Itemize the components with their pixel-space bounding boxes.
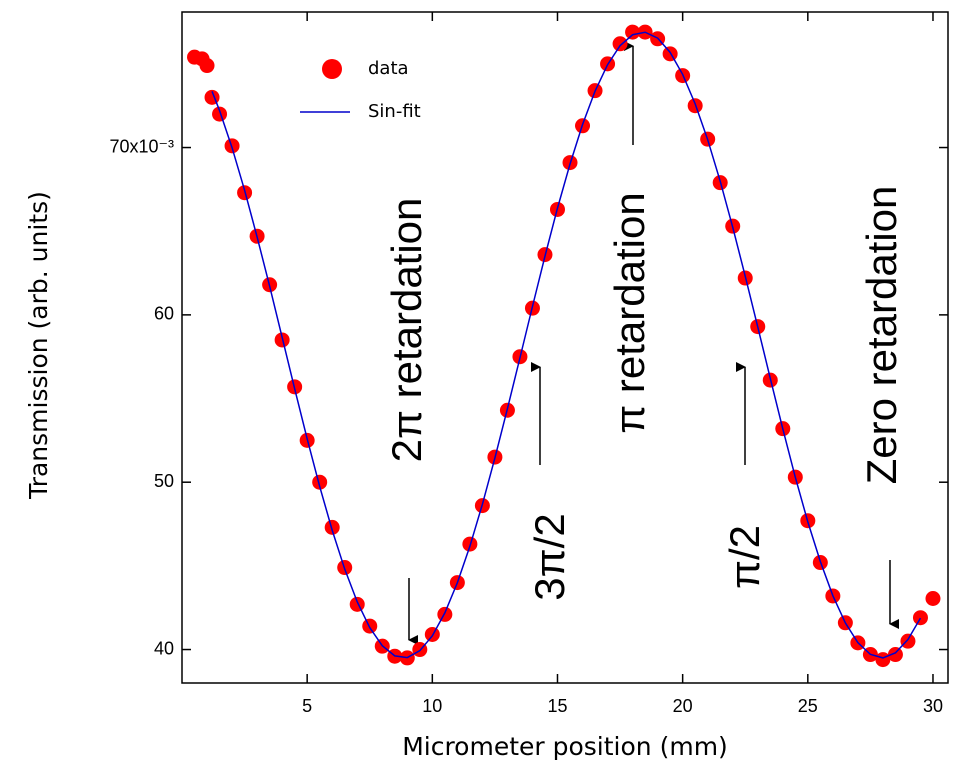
x-tick-label: 25 <box>798 696 818 716</box>
data-point <box>900 633 916 649</box>
data-point <box>199 58 215 74</box>
plot-frame <box>181 11 949 684</box>
data-point <box>912 610 928 626</box>
x-tick-label: 20 <box>673 696 693 716</box>
annotation: 3π/2 <box>526 513 573 600</box>
x-axis-label: Micrometer position (mm) <box>402 732 728 761</box>
fit-line <box>211 31 922 659</box>
data-point <box>324 519 340 535</box>
data-point <box>887 647 903 663</box>
annotation: π retardation <box>606 192 653 433</box>
legend-label: data <box>368 58 409 79</box>
legend-label: Sin-fit <box>368 101 421 122</box>
data-point <box>212 106 228 122</box>
y-tick-label: 40 <box>154 638 174 658</box>
x-tick-label: 15 <box>547 696 567 716</box>
y-tick-label: 60 <box>154 304 174 324</box>
y-tick-label: 50 <box>154 471 174 491</box>
x-tick-label: 30 <box>923 696 943 716</box>
x-tick-label: 5 <box>302 696 312 716</box>
data-point <box>625 24 641 40</box>
x-tick-label: 10 <box>422 696 442 716</box>
data-point <box>312 474 328 490</box>
data-point <box>925 590 941 606</box>
annotation: 2π retardation <box>383 198 430 463</box>
annotation: Zero retardation <box>858 186 905 485</box>
data-point <box>612 36 628 52</box>
annotation: π/2 <box>721 525 768 589</box>
data-point <box>349 596 365 612</box>
y-tick-label: 70x10⁻³ <box>109 136 174 156</box>
legend-marker <box>322 59 342 79</box>
arrows <box>408 41 899 645</box>
y-axis-label: Transmission (arb. units) <box>24 191 53 500</box>
